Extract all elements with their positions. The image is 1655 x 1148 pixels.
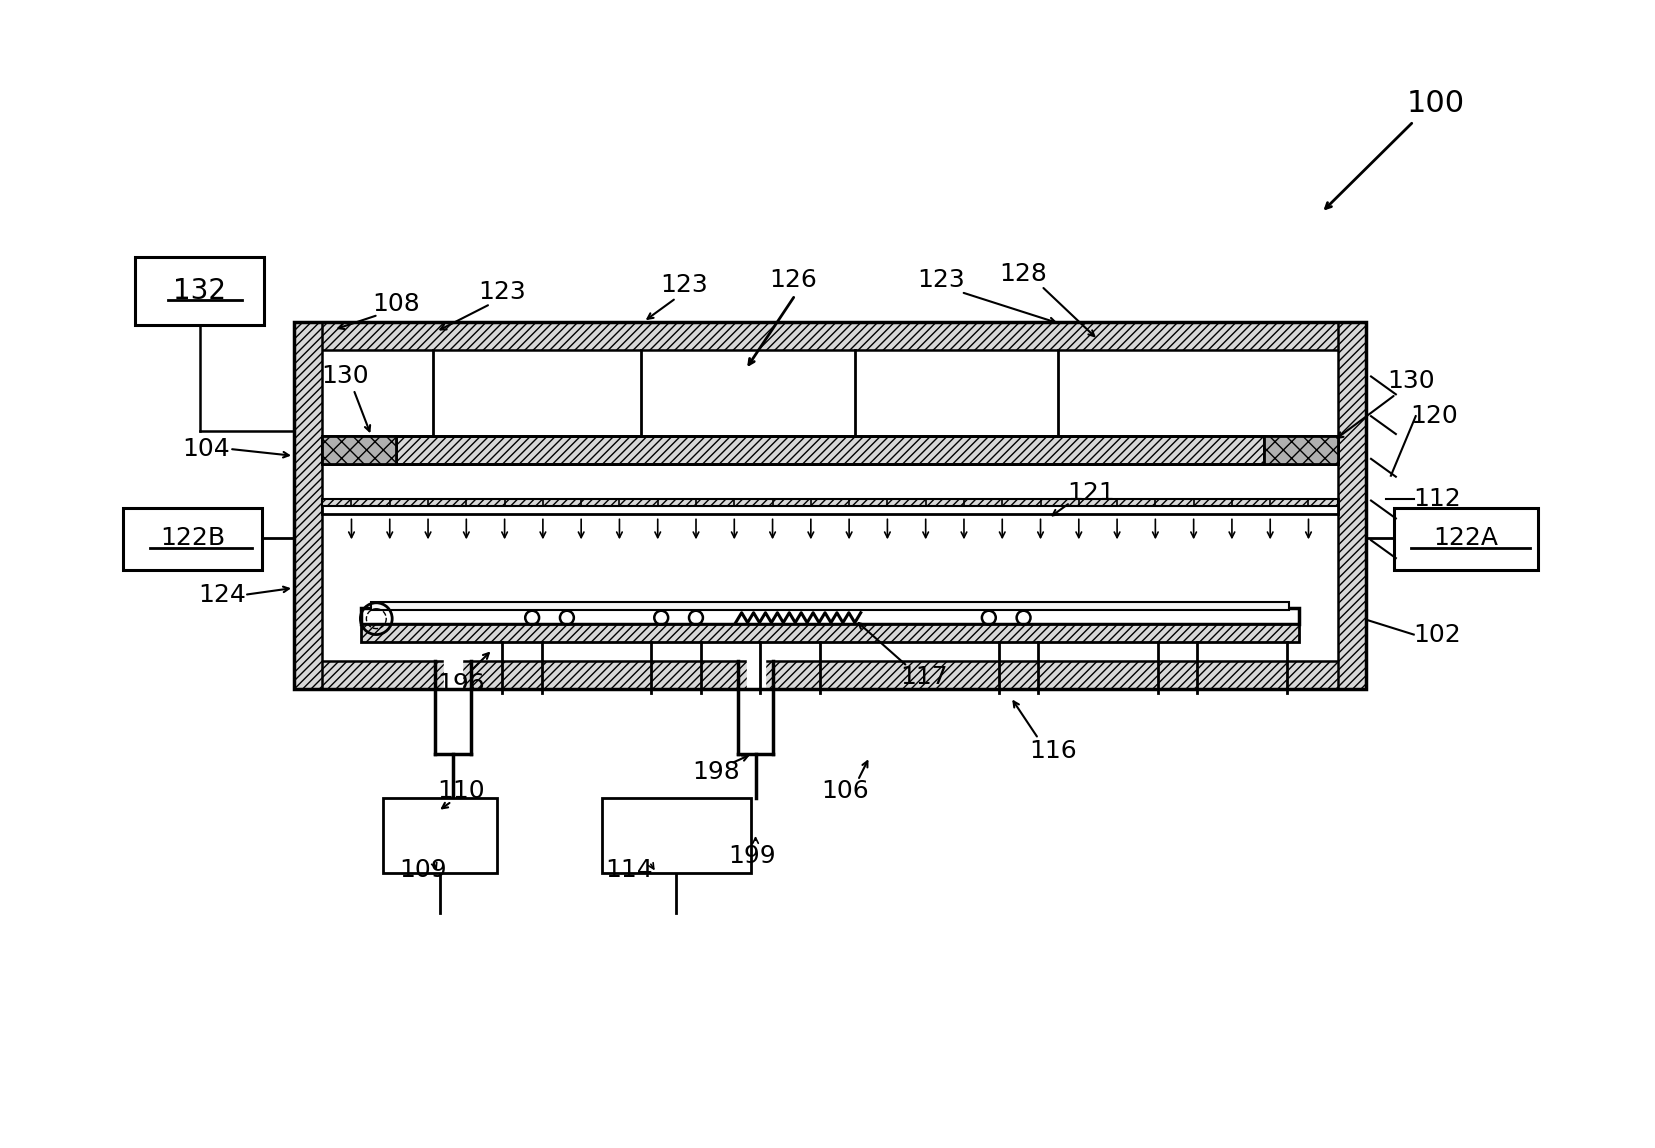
Text: 123: 123 <box>917 269 965 292</box>
Text: 130: 130 <box>1387 370 1433 394</box>
Text: 114: 114 <box>606 858 654 882</box>
Bar <box>1263 436 1337 464</box>
Text: 130: 130 <box>321 364 369 388</box>
Text: 132: 132 <box>174 277 227 305</box>
Text: 123: 123 <box>478 280 526 304</box>
Text: 108: 108 <box>372 292 420 316</box>
Bar <box>293 661 1365 689</box>
Bar <box>321 498 1337 506</box>
Text: 122B: 122B <box>161 526 225 550</box>
Text: 100: 100 <box>1405 88 1463 118</box>
Bar <box>396 436 1263 464</box>
Text: 104: 104 <box>182 437 230 460</box>
Text: 126: 126 <box>770 269 816 292</box>
Bar <box>1394 509 1537 571</box>
Bar <box>293 321 1365 350</box>
Text: 122A: 122A <box>1432 526 1496 550</box>
Text: 198: 198 <box>692 760 740 784</box>
Bar <box>382 798 496 872</box>
Text: 196: 196 <box>437 673 485 696</box>
Bar <box>122 509 261 571</box>
Bar <box>321 436 1337 464</box>
Text: 120: 120 <box>1410 404 1458 428</box>
Bar <box>361 607 1298 623</box>
Bar <box>371 602 1288 610</box>
Text: 116: 116 <box>1029 738 1076 762</box>
Bar <box>321 498 1337 514</box>
Text: 110: 110 <box>437 779 485 804</box>
Text: 123: 123 <box>660 273 707 297</box>
Text: 128: 128 <box>1000 262 1048 286</box>
Text: 102: 102 <box>1413 622 1461 646</box>
Bar <box>136 257 263 325</box>
Bar <box>321 436 396 464</box>
Bar <box>1337 321 1365 689</box>
Bar <box>361 623 1298 642</box>
Bar <box>293 321 321 689</box>
Bar <box>601 798 750 872</box>
Text: 124: 124 <box>199 583 247 607</box>
Text: 117: 117 <box>900 665 948 689</box>
Text: 112: 112 <box>1413 487 1461 511</box>
Text: 109: 109 <box>399 858 447 882</box>
Bar <box>293 321 1365 689</box>
Text: 121: 121 <box>1066 481 1114 505</box>
Text: 106: 106 <box>821 779 869 804</box>
Text: 199: 199 <box>728 844 776 868</box>
